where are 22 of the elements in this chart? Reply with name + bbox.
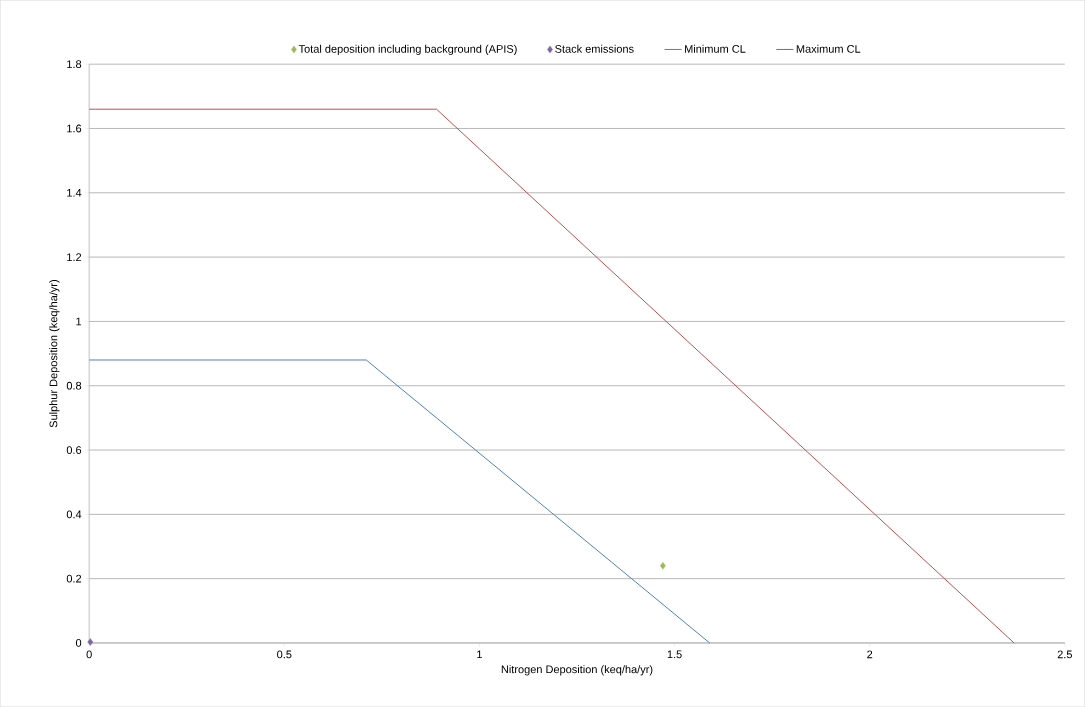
legend-label: Total deposition including background (APIS) <box>298 44 517 55</box>
y-tick-label: 0.4 <box>66 510 82 519</box>
y-tick-label: 0.6 <box>66 446 82 454</box>
legend-label: Stack emissions <box>555 44 634 53</box>
x-tick-label: 1 <box>477 650 482 658</box>
y-tick-label: 1.2 <box>67 253 82 261</box>
x-axis-title: Nitrogen Deposition (keq/ha/yr) <box>501 665 653 676</box>
y-tick-label: 1 <box>76 317 82 326</box>
y-tick-label: 1.6 <box>67 124 82 133</box>
y-tick-label: 0.8 <box>66 381 82 390</box>
y-tick-label: 1.4 <box>67 188 82 197</box>
x-tick-label: 1.5 <box>667 650 682 659</box>
legend-label: Minimum CL <box>685 44 746 53</box>
legend-label: Maximum CL <box>796 44 861 53</box>
y-tick-label: 0 <box>75 639 82 647</box>
x-tick-label: 2.5 <box>1057 650 1072 659</box>
x-tick-label: 0.5 <box>277 650 292 659</box>
y-tick-label: 0.2 <box>66 574 82 583</box>
x-tick-label: 0 <box>86 650 92 659</box>
y-tick-label: 1.8 <box>67 60 82 69</box>
x-tick-label: 2 <box>867 650 873 659</box>
y-axis-title: Sulphur Deposition (keq/ha/yr) <box>49 279 60 428</box>
